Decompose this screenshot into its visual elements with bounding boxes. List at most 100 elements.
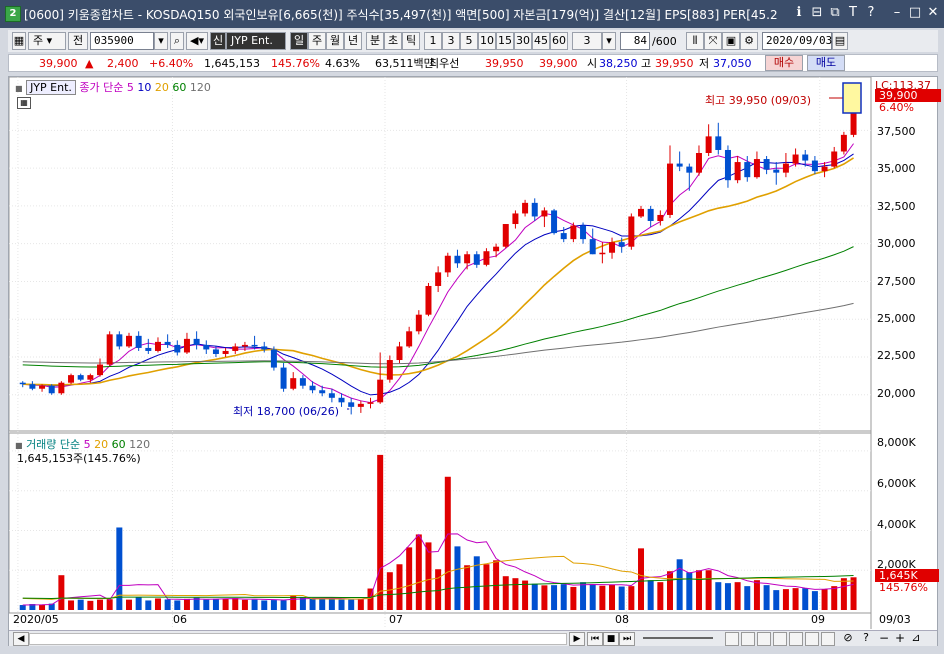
buy-button[interactable]: 매수 bbox=[765, 55, 803, 71]
close-button[interactable]: ✕ bbox=[927, 5, 939, 20]
period-minute[interactable]: 분 bbox=[366, 32, 384, 50]
view-option-2-icon[interactable] bbox=[741, 632, 755, 646]
date-input[interactable]: 2020/09/03 bbox=[762, 32, 832, 50]
stock-name: JYP Ent. bbox=[226, 32, 286, 50]
volume-bar bbox=[251, 599, 258, 610]
view-option-5-icon[interactable] bbox=[789, 632, 803, 646]
interval-10[interactable]: 10 bbox=[478, 32, 496, 50]
interval-3[interactable]: 3 bbox=[442, 32, 460, 50]
candle-body bbox=[39, 385, 46, 389]
sell-button[interactable]: 매도 bbox=[807, 55, 845, 71]
scroll-left-icon[interactable]: ◀ bbox=[13, 632, 29, 646]
candle-body bbox=[753, 159, 760, 178]
volume-bar bbox=[77, 599, 84, 610]
layout-icon[interactable]: ▦ bbox=[12, 32, 26, 50]
code-dropdown-icon[interactable]: ▾ bbox=[154, 32, 168, 50]
x-label-09-03: 09/03 bbox=[879, 613, 911, 626]
price-volume-chart[interactable] bbox=[9, 77, 937, 645]
help-circle-icon[interactable]: ? bbox=[863, 631, 869, 644]
volume-bar bbox=[618, 586, 625, 610]
view-option-1-icon[interactable] bbox=[725, 632, 739, 646]
volume-bar bbox=[589, 584, 596, 610]
candle-body bbox=[705, 136, 712, 153]
volume-bar bbox=[154, 598, 161, 610]
view-option-3-icon[interactable] bbox=[757, 632, 771, 646]
candle-style-icon[interactable]: ⦀ bbox=[686, 32, 704, 50]
candle-body bbox=[377, 379, 384, 403]
font-icon[interactable]: T bbox=[849, 5, 857, 20]
tools-adjust-icon[interactable]: ⊿ bbox=[911, 631, 921, 644]
view-option-6-icon[interactable] bbox=[805, 632, 819, 646]
volume-bar bbox=[338, 599, 345, 610]
candle-body bbox=[212, 349, 219, 354]
candle-body bbox=[792, 154, 799, 164]
interval-30[interactable]: 30 bbox=[514, 32, 532, 50]
maximize-button[interactable]: □ bbox=[908, 5, 922, 20]
period-day[interactable]: 일 bbox=[290, 32, 308, 50]
tools-icon[interactable]: ⚙ bbox=[740, 32, 758, 50]
stock-code-input[interactable]: 035900 bbox=[90, 32, 154, 50]
search-icon[interactable]: ⌕ bbox=[170, 32, 184, 50]
candle-body bbox=[164, 341, 171, 345]
scroll-track[interactable] bbox=[29, 633, 567, 645]
count-select[interactable]: 3 bbox=[572, 32, 602, 50]
volume-bar bbox=[773, 590, 780, 610]
candle-body bbox=[502, 224, 509, 247]
period-week[interactable]: 주 bbox=[308, 32, 326, 50]
grid-toggle-icon[interactable]: ▦ bbox=[17, 97, 31, 109]
interval-60[interactable]: 60 bbox=[550, 32, 568, 50]
interval-15[interactable]: 15 bbox=[496, 32, 514, 50]
mode-select[interactable]: 전 bbox=[68, 32, 88, 50]
type-select[interactable]: 주 ▾ bbox=[28, 32, 66, 50]
restore-panel-icon[interactable]: ⊟ bbox=[811, 5, 823, 20]
stock-tag[interactable]: JYP Ent. bbox=[26, 80, 76, 95]
crosshair-icon[interactable]: ⤧ bbox=[704, 32, 722, 50]
help-icon[interactable]: ? bbox=[867, 5, 875, 20]
zoom-out-icon[interactable]: − bbox=[878, 631, 890, 645]
lc-label: LC:113.37 bbox=[875, 79, 932, 92]
info-icon[interactable]: ℹ bbox=[796, 5, 802, 20]
chart-options-icon[interactable]: ⊘ bbox=[843, 631, 853, 644]
view-option-7-icon[interactable] bbox=[821, 632, 835, 646]
pin-icon[interactable]: ⧉ bbox=[830, 5, 840, 20]
stop-icon[interactable]: ■ bbox=[603, 632, 619, 646]
period-year[interactable]: 년 bbox=[344, 32, 362, 50]
zoom-slider[interactable] bbox=[643, 637, 713, 639]
vol-ma-60: 60 bbox=[111, 438, 126, 451]
first-page-icon[interactable]: ⏮ bbox=[587, 632, 603, 646]
candle-body bbox=[580, 225, 587, 240]
minimize-button[interactable]: – bbox=[893, 5, 901, 20]
candle-body bbox=[338, 397, 345, 403]
candle-body bbox=[193, 338, 200, 345]
volume-bar bbox=[541, 585, 548, 610]
period-tick[interactable]: 틱 bbox=[402, 32, 420, 50]
page-count-input[interactable]: 84 bbox=[620, 32, 650, 50]
open-price: 38,250 bbox=[599, 57, 638, 70]
ma-20: 20 bbox=[154, 81, 169, 94]
speaker-icon[interactable]: ◀▾ bbox=[186, 32, 208, 50]
volume-bar bbox=[850, 577, 857, 610]
interval-45[interactable]: 45 bbox=[532, 32, 550, 50]
count-dropdown-icon[interactable]: ▾ bbox=[602, 32, 616, 50]
scroll-right-icon[interactable]: ▶ bbox=[569, 632, 585, 646]
interval-1[interactable]: 1 bbox=[424, 32, 442, 50]
chart-area[interactable]: ■ JYP Ent. 종가 단순 5 10 20 60 120 ▦ LC:113… bbox=[8, 76, 941, 646]
volume-bar bbox=[183, 598, 190, 610]
volume-bar bbox=[676, 559, 683, 610]
volume-bar bbox=[19, 605, 26, 610]
candle-body bbox=[676, 163, 683, 167]
volume-bar bbox=[97, 599, 104, 610]
save-icon[interactable]: ▣ bbox=[722, 32, 740, 50]
last-page-icon[interactable]: ⏭ bbox=[619, 632, 635, 646]
period-second[interactable]: 초 bbox=[384, 32, 402, 50]
credit-tag: 신 bbox=[210, 32, 226, 50]
calendar-icon[interactable]: ▤ bbox=[832, 32, 848, 50]
volume-bar bbox=[753, 580, 760, 610]
volume-bar bbox=[261, 600, 268, 610]
zoom-in-icon[interactable]: + bbox=[894, 631, 906, 645]
volume-bar bbox=[831, 586, 838, 610]
view-option-4-icon[interactable] bbox=[773, 632, 787, 646]
period-month[interactable]: 월 bbox=[326, 32, 344, 50]
interval-5[interactable]: 5 bbox=[460, 32, 478, 50]
up-arrow-icon: ▲ bbox=[85, 57, 94, 70]
